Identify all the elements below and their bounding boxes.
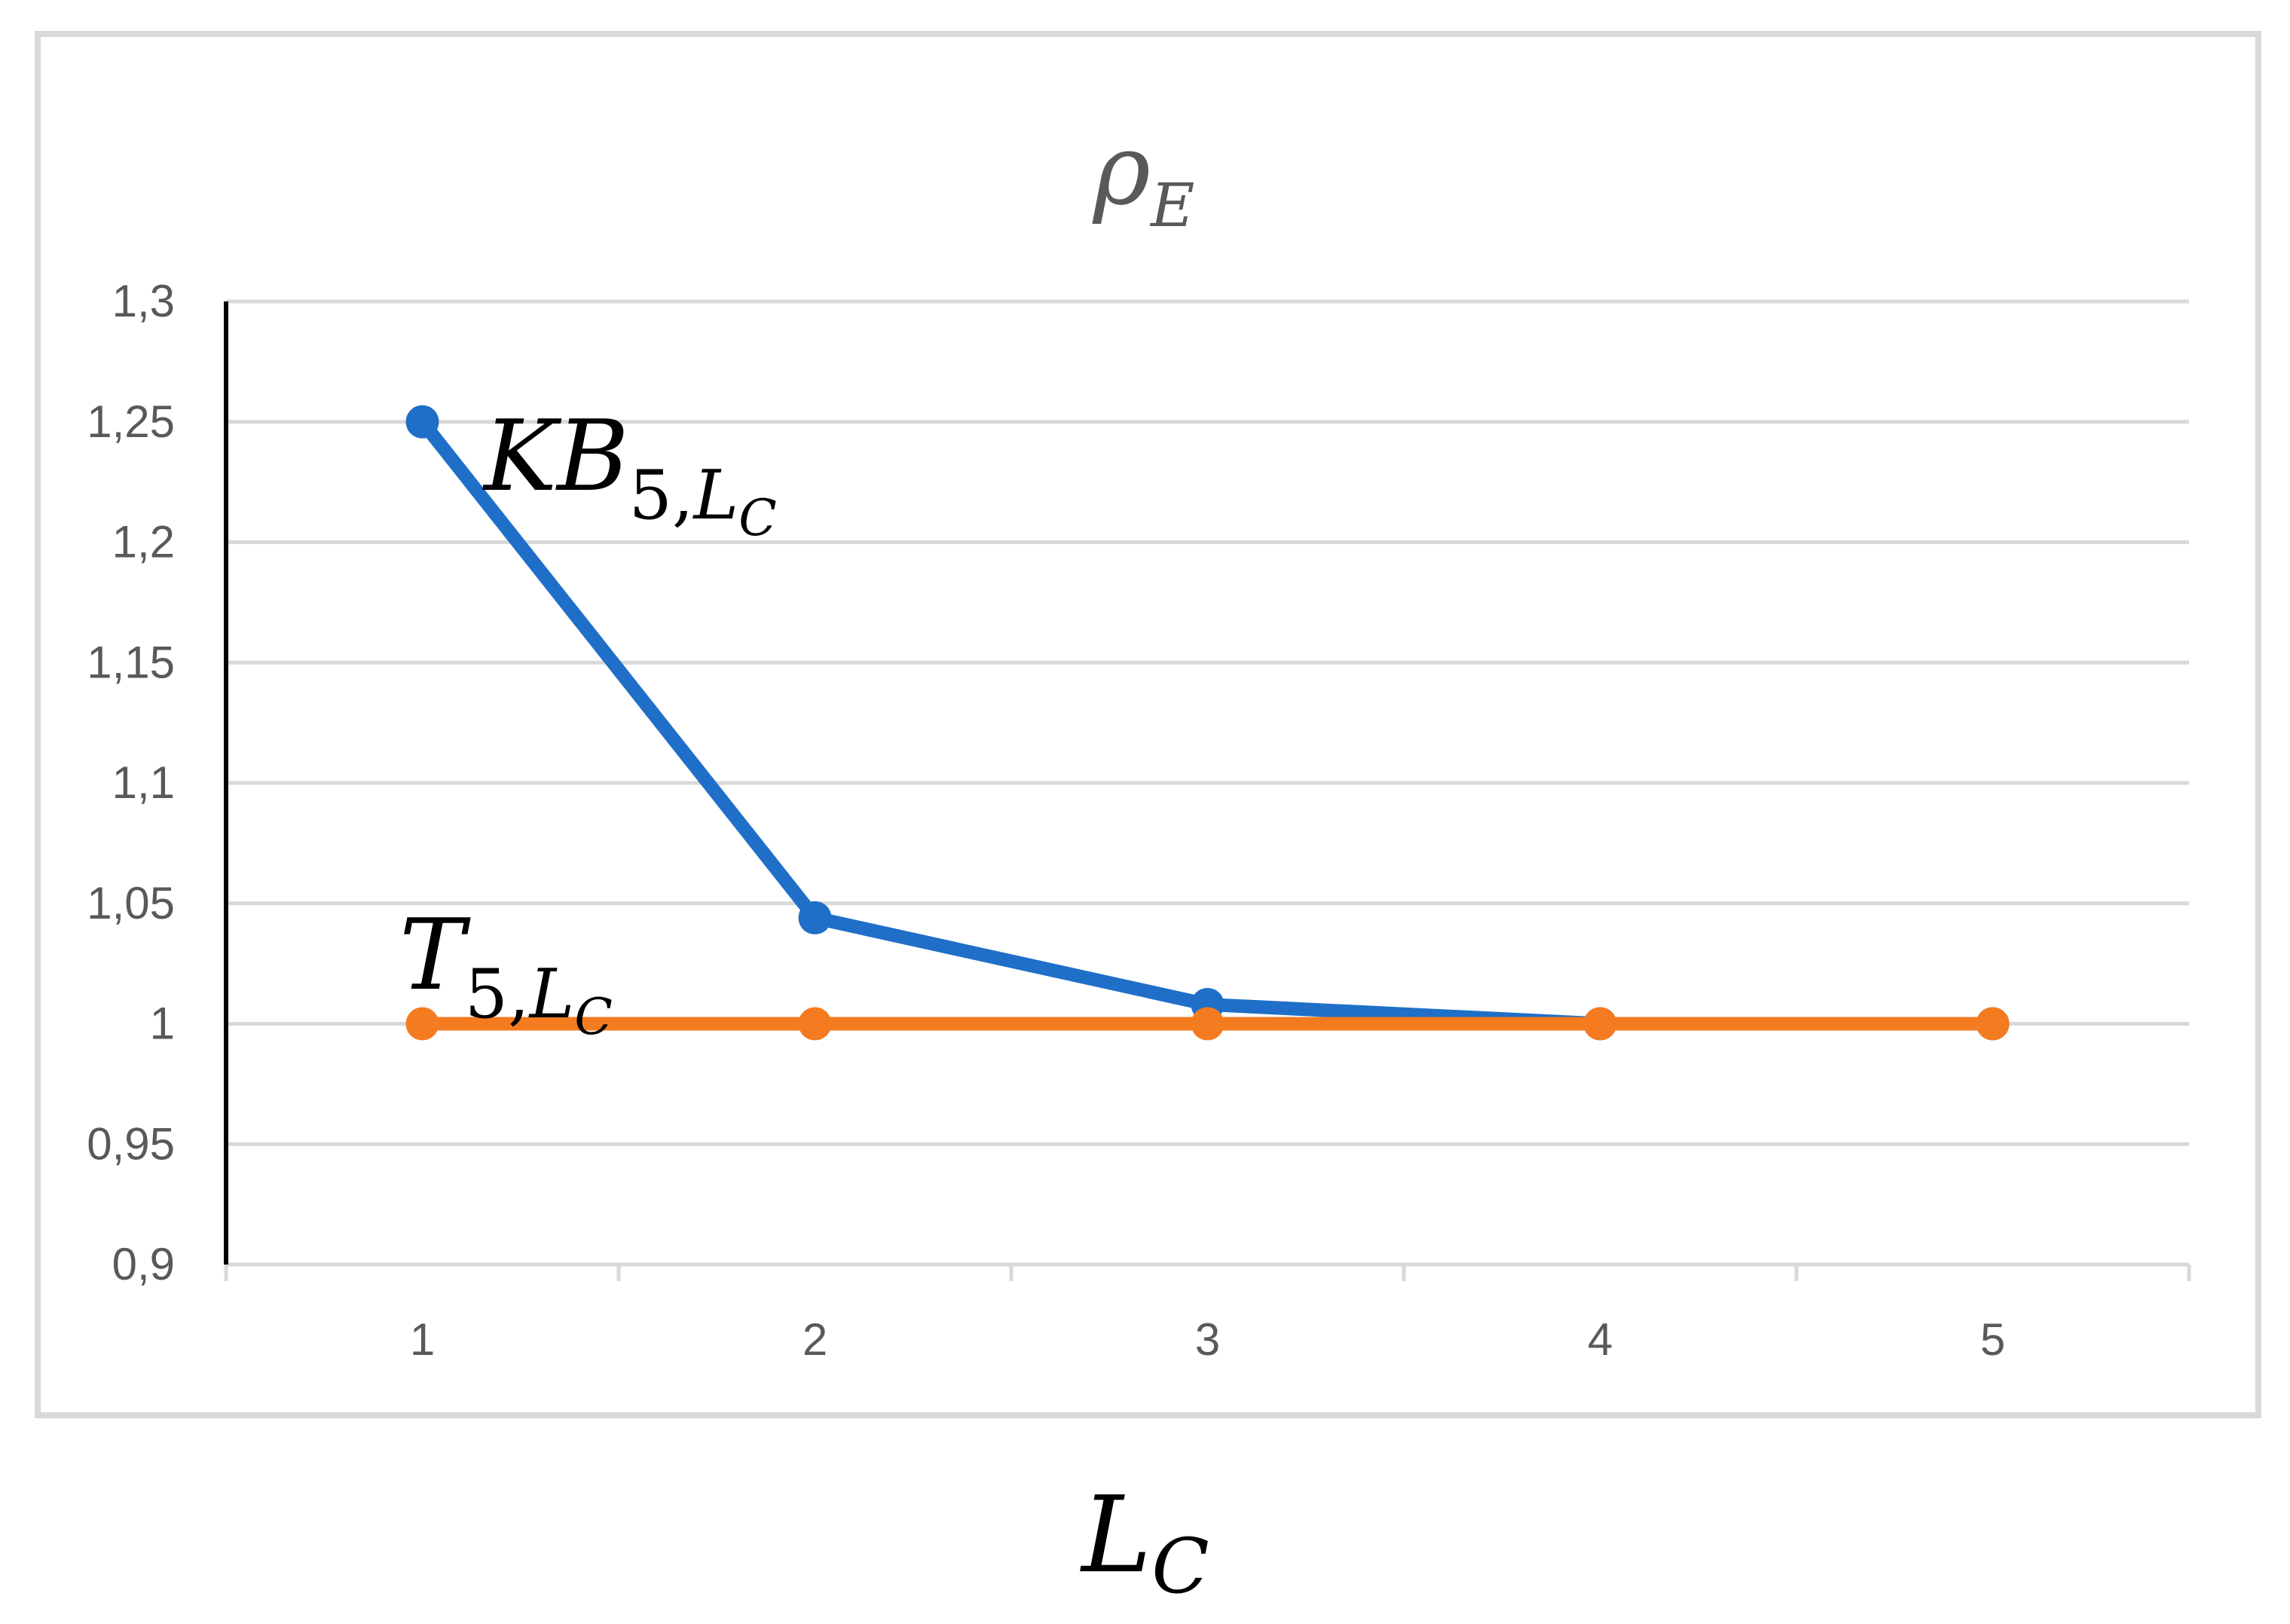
y-tick-label: 1,3 [112,276,175,326]
data-point-1 [798,901,832,934]
data-point-1 [405,405,439,439]
y-tick-label: 1,2 [112,517,175,567]
x-tick-label: 2 [803,1314,827,1365]
x-tick-label: 3 [1195,1314,1220,1365]
y-tick-label: 1,15 [87,637,175,687]
x-tick-label: 5 [1980,1314,2005,1365]
labels: 0,9 0,95 1 1,05 1,1 1,15 1,2 1,25 1,3 1 2 3 4 5 ρE KB5,… [87,112,2005,1610]
chart-frame [35,31,2261,1418]
y-tick-label: 1,05 [87,878,175,928]
x-axis-title: LC [1079,1474,1209,1610]
y-tick-label: 1 [150,999,175,1049]
series [405,405,2010,1041]
x-tick-label: 1 [410,1314,435,1365]
y-tick-label: 0,9 [112,1239,175,1289]
data-point-2 [1583,1007,1617,1041]
y-tick-label: 0,95 [87,1118,175,1169]
data-point-2 [1191,1007,1224,1041]
series-label-t: T5,LC [399,898,613,1046]
chart-title: ρE [1092,112,1195,240]
series-label-kb: KB5,LC [482,399,777,547]
data-point-2 [798,1007,832,1041]
axes [224,301,2191,1281]
x-tick-label: 4 [1588,1314,1613,1365]
data-point-2 [405,1007,439,1041]
data-point-2 [1976,1007,2010,1041]
y-tick-label: 1,25 [87,396,175,447]
y-tick-label: 1,1 [112,757,175,808]
